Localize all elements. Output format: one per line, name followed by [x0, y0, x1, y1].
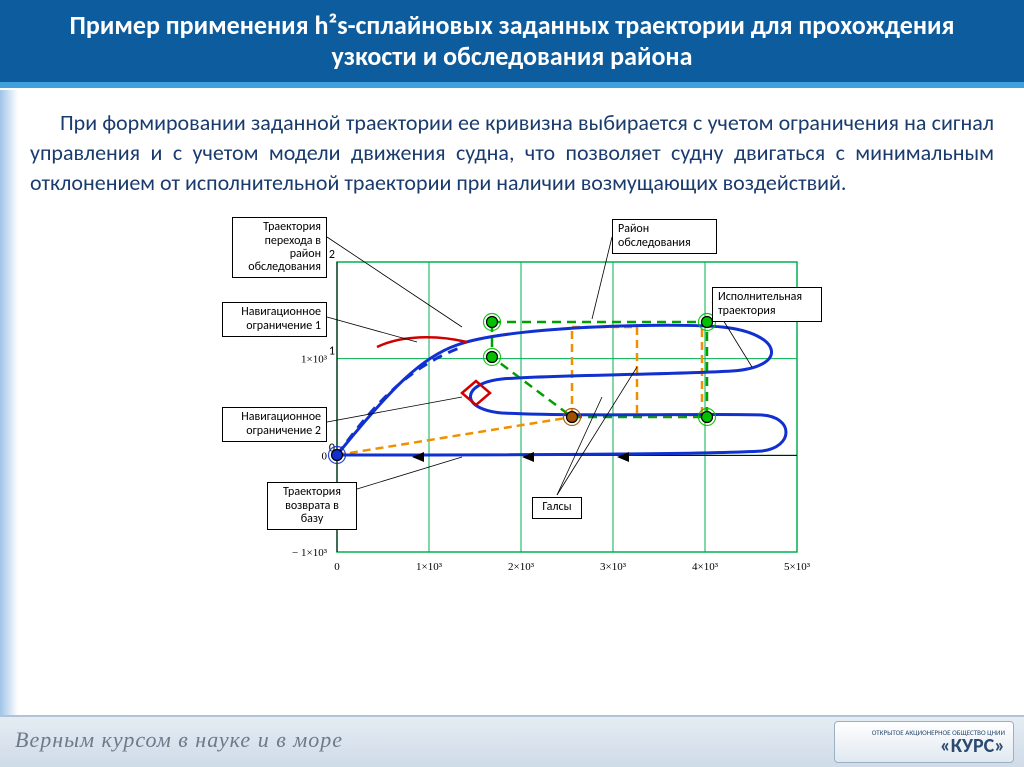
svg-text:1×10³: 1×10³ — [416, 561, 443, 573]
annot-nav-limit2: Навигационное ограничение 2 — [222, 407, 327, 441]
svg-text:2×10³: 2×10³ — [508, 561, 535, 573]
body-paragraph: При формировании заданной траектории ее … — [0, 88, 1024, 207]
svg-text:0: 0 — [322, 451, 328, 463]
svg-text:1×10³: 1×10³ — [301, 354, 328, 366]
annot-exec-traj: Исполнительная траектория — [712, 287, 822, 321]
annot-tacks: Галсы — [532, 497, 582, 518]
annot-traj-return: Траектория возврата в базу — [267, 482, 357, 530]
footer-bar: Верным курсом в науке и в море ОТКРЫТОЕ … — [0, 715, 1024, 767]
svg-text:4×10³: 4×10³ — [692, 561, 719, 573]
svg-text:0: 0 — [334, 561, 340, 573]
svg-text:2: 2 — [329, 248, 335, 262]
slide-title: Пример применения h²s-сплайновых заданны… — [70, 9, 955, 72]
slide-header: Пример применения h²s-сплайновых заданны… — [0, 0, 1024, 88]
side-decoration — [0, 90, 18, 715]
org-big: «КУРС» — [878, 736, 1005, 756]
svg-text:1: 1 — [329, 345, 335, 359]
footer-logo: ОТКРЫТОЕ АКЦИОНЕРНОЕ ОБЩЕСТВО ЦНИИ «КУРС… — [834, 721, 1014, 763]
annot-nav-limit1: Навигационное ограничение 1 — [222, 302, 327, 336]
svg-text:5×10³: 5×10³ — [784, 561, 811, 573]
annot-traj-to-area: Траектория перехода в район обследования — [232, 217, 327, 278]
trajectory-diagram: 0 1×10³ 2×10³ 3×10³ 4×10³ 5×10³ − 1×10³ 0 1×10³ 2… — [162, 207, 862, 607]
svg-text:− 1×10³: − 1×10³ — [292, 547, 328, 559]
annot-survey-area: Район обследования — [612, 219, 717, 253]
paragraph-text: При формировании заданной траектории ее … — [30, 109, 994, 195]
svg-text:3×10³: 3×10³ — [600, 561, 627, 573]
footer-tagline: Верным курсом в науке и в море — [15, 727, 343, 753]
